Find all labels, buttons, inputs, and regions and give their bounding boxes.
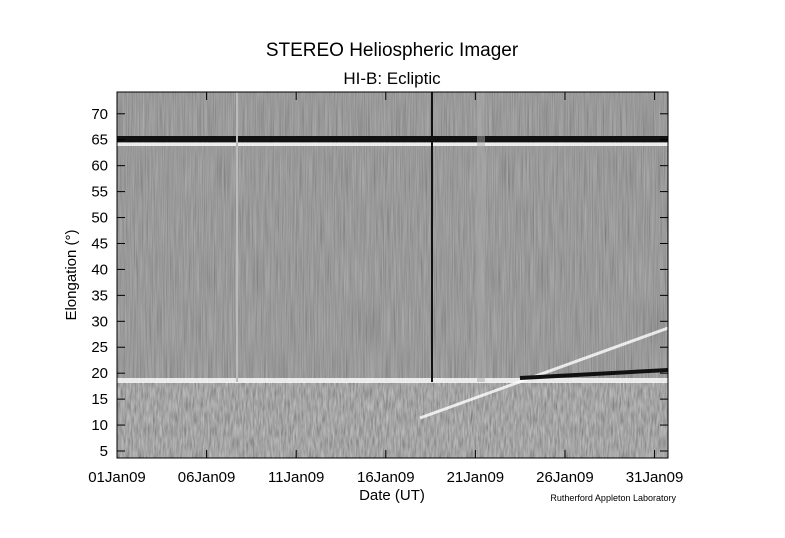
image (117, 92, 668, 458)
x-tick-label: 26Jan09 (536, 469, 594, 486)
tone (117, 382, 668, 458)
y-tick-label: 25 (91, 339, 108, 356)
y-tick-label: 5 (100, 443, 108, 460)
streak (477, 92, 485, 382)
y-tick-label: 10 (91, 417, 108, 434)
x-tick-label: 01Jan09 (88, 469, 146, 486)
band-light (117, 143, 668, 146)
x-tick-label: 06Jan09 (178, 469, 236, 486)
y-tick-label: 65 (91, 132, 108, 149)
credit: Rutherford Appleton Laboratory (550, 493, 676, 503)
y-tick-label: 55 (91, 184, 108, 201)
y-tick-label: 15 (91, 391, 108, 408)
y-tick-label: 60 (91, 158, 108, 175)
streak (519, 368, 668, 380)
y-tick-label: 45 (91, 235, 108, 252)
streak (419, 326, 668, 420)
boundary (117, 378, 668, 383)
x-tick-label: 31Jan09 (626, 469, 684, 486)
y-tick-label: 35 (91, 287, 108, 304)
y-axis-label: Elongation (°) (63, 229, 80, 320)
x-axis-label: Date (UT) (359, 487, 425, 504)
lower-image (117, 382, 668, 458)
y-tick-label: 20 (91, 365, 108, 382)
x-tick-label: 21Jan09 (447, 469, 505, 486)
tone (117, 92, 668, 382)
y-tick-label: 70 (91, 106, 108, 123)
chart-subtitle: HI-B: Ecliptic (343, 69, 441, 88)
plot-frame (116, 91, 669, 459)
x-tick-label: 16Jan09 (357, 469, 415, 486)
y-tick-label: 40 (91, 261, 108, 278)
y-tick-label: 50 (91, 210, 108, 227)
y-tick-label: 30 (91, 313, 108, 330)
band-dark (117, 136, 668, 142)
x-tick-label: 11Jan09 (268, 469, 324, 486)
chart-title: STEREO Heliospheric Imager (266, 40, 519, 61)
